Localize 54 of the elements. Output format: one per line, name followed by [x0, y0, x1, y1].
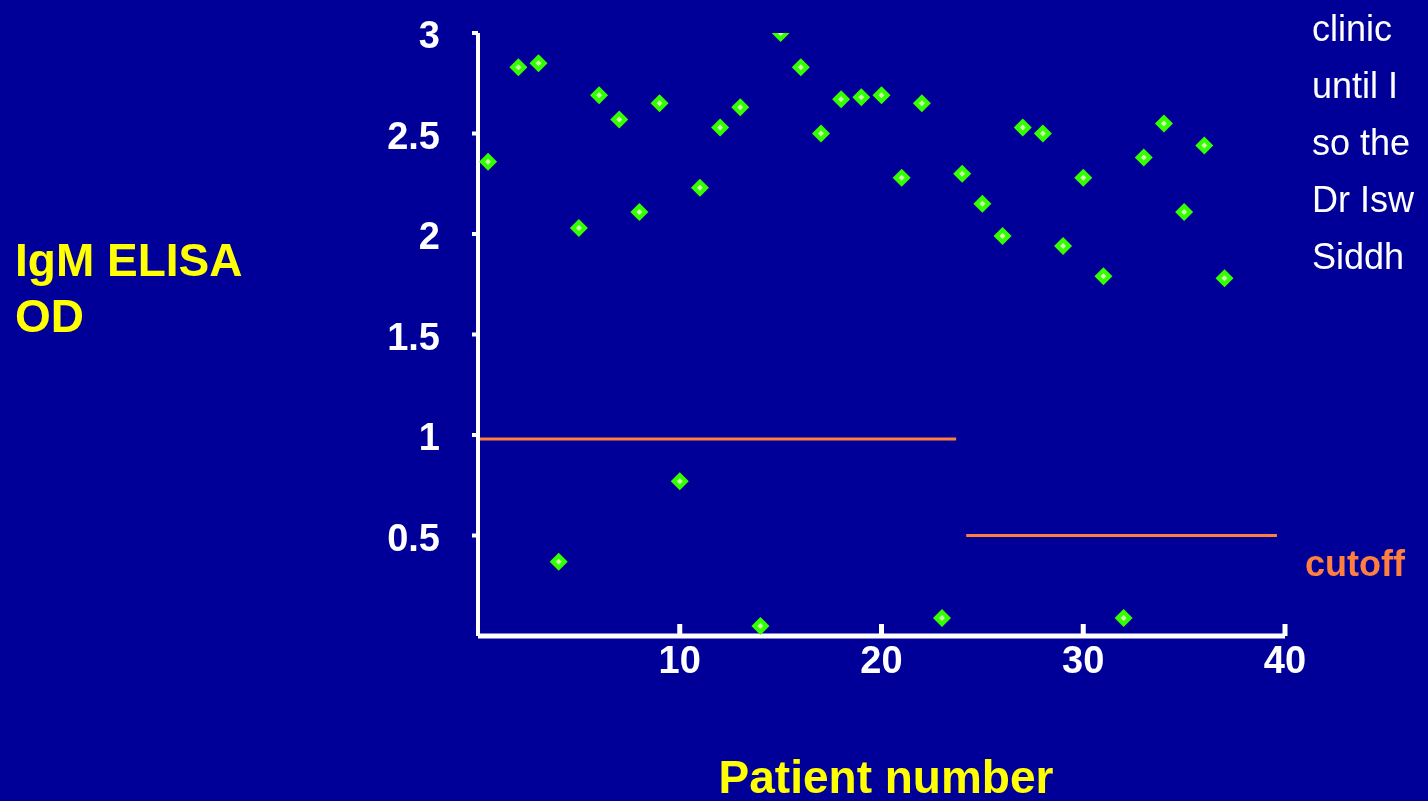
point	[953, 164, 972, 183]
point	[1215, 269, 1234, 288]
point	[852, 88, 871, 107]
point	[892, 168, 911, 187]
text: so the	[1312, 121, 1412, 165]
point	[731, 98, 750, 117]
text: clinic	[1312, 7, 1393, 51]
point	[872, 86, 891, 105]
point	[1094, 267, 1113, 286]
x-tick-label: 30	[1062, 638, 1105, 681]
x-tick-label: 20	[860, 638, 903, 681]
y-axis-title: IgM ELISA OD	[15, 233, 242, 344]
text: Dr Isw	[1312, 178, 1414, 222]
point	[650, 94, 669, 113]
point	[1074, 168, 1093, 187]
point	[610, 110, 629, 129]
text: until I	[1312, 64, 1400, 108]
point	[670, 472, 689, 491]
point	[832, 90, 851, 109]
point	[1033, 124, 1052, 143]
point	[1175, 202, 1194, 221]
y-tick-label: 1	[418, 416, 440, 459]
point	[479, 152, 498, 171]
point	[549, 552, 568, 571]
text: Siddh	[1312, 235, 1406, 279]
point	[791, 58, 810, 77]
x-tick-label: 40	[1263, 638, 1307, 681]
y-tick-label: 2	[418, 215, 440, 258]
point	[973, 194, 992, 213]
point	[1134, 148, 1153, 167]
point	[1154, 114, 1173, 133]
x-axis-title: Patient number	[718, 750, 1054, 801]
point	[509, 58, 528, 77]
point	[590, 86, 609, 105]
point	[711, 118, 730, 137]
point	[751, 616, 770, 635]
point	[1114, 608, 1133, 627]
point	[1195, 136, 1214, 155]
series-label: cutoff	[1304, 542, 1406, 584]
point	[993, 227, 1012, 246]
point	[1013, 118, 1032, 137]
y-tick-label: 1.5	[387, 315, 440, 358]
point	[1054, 237, 1073, 256]
point	[912, 94, 931, 113]
point	[933, 608, 952, 627]
point	[811, 124, 830, 143]
point	[569, 218, 588, 237]
y-tick-label: 0.5	[387, 516, 440, 559]
y-tick-label: 3	[418, 14, 440, 57]
x-tick-label: 10	[658, 638, 701, 681]
point	[630, 202, 649, 221]
point	[529, 54, 548, 73]
point	[690, 178, 709, 197]
y-tick-label: 2.5	[387, 114, 440, 157]
